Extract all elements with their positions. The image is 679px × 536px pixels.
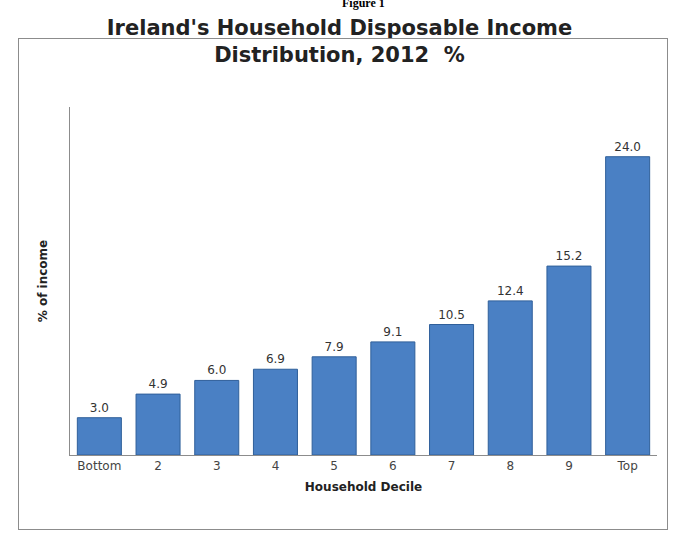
- svg-text:7: 7: [448, 459, 456, 473]
- svg-text:12.4: 12.4: [497, 284, 524, 298]
- svg-text:15.2: 15.2: [556, 249, 583, 263]
- svg-text:10.5: 10.5: [438, 308, 465, 322]
- svg-text:9.1: 9.1: [383, 325, 402, 339]
- svg-text:4.9: 4.9: [149, 377, 168, 391]
- svg-text:6.9: 6.9: [266, 352, 285, 366]
- svg-text:6: 6: [389, 459, 397, 473]
- svg-text:Household Decile: Household Decile: [305, 480, 422, 494]
- svg-text:Top: Top: [617, 459, 638, 473]
- svg-text:3: 3: [213, 459, 221, 473]
- svg-text:Bottom: Bottom: [77, 459, 121, 473]
- svg-text:4: 4: [272, 459, 280, 473]
- svg-text:7.9: 7.9: [325, 340, 344, 354]
- svg-text:8: 8: [506, 459, 514, 473]
- svg-text:3.0: 3.0: [90, 401, 109, 415]
- svg-text:Ireland's Household Disposable: Ireland's Household Disposable IncomeDis…: [107, 16, 572, 67]
- svg-text:5: 5: [330, 459, 338, 473]
- svg-text:2: 2: [154, 459, 162, 473]
- svg-text:24.0: 24.0: [614, 140, 641, 154]
- svg-text:9: 9: [565, 459, 573, 473]
- svg-text:6.0: 6.0: [207, 363, 226, 377]
- svg-text:Figure 1: Figure 1: [342, 0, 385, 10]
- svg-text:% of income: % of income: [36, 240, 50, 323]
